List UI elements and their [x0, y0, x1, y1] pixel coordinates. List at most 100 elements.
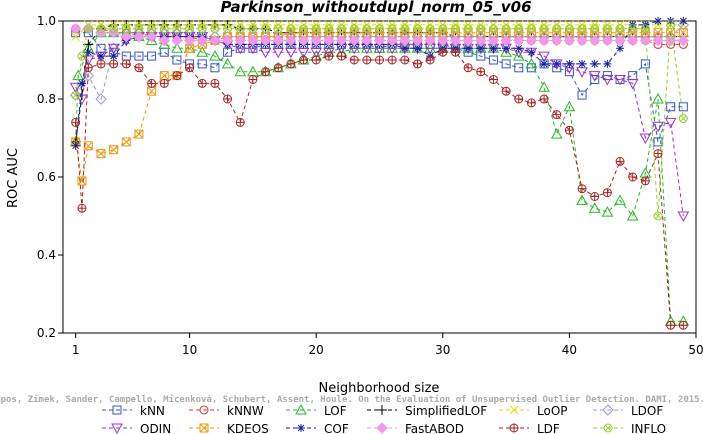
data-point-fastabod — [386, 34, 398, 47]
data-point-lof — [234, 65, 247, 77]
data-point-inflo — [299, 24, 309, 34]
data-point-ldf — [261, 67, 271, 77]
data-point-lof — [196, 46, 209, 57]
data-point-inflo — [375, 24, 384, 34]
data-point-kdeos — [147, 86, 157, 96]
data-point-fastabod — [323, 34, 335, 47]
data-point-fastabod — [183, 34, 196, 47]
data-point-ldf — [311, 55, 321, 65]
x-tick-label: 20 — [309, 343, 324, 357]
data-point-inflo — [678, 114, 688, 123]
data-point-cof — [654, 17, 663, 25]
legend-label: LoOP — [537, 404, 568, 418]
data-point-inflo — [134, 24, 144, 34]
x-tick-label: 40 — [562, 343, 577, 357]
data-point-inflo — [640, 24, 650, 34]
plot-area: 1 10 20 30 40 50 0.2 0.4 0.6 0.8 1.0 — [37, 14, 703, 357]
data-point-knn — [147, 51, 157, 61]
data-point-inflo — [387, 24, 397, 34]
data-point-fastabod — [487, 34, 500, 47]
data-point-inflo — [602, 24, 612, 34]
data-point-knn — [653, 137, 663, 147]
data-point-inflo — [273, 24, 283, 34]
legend-item-knnw: kNNW — [189, 404, 264, 418]
data-point-ldf — [640, 176, 650, 186]
data-point-ldf — [172, 71, 182, 81]
legend-item-loop: LoOP — [499, 404, 568, 418]
data-point-fastabod — [576, 34, 588, 47]
data-point-inflo — [628, 24, 638, 34]
data-point-cof — [552, 59, 561, 68]
data-point-fastabod — [133, 30, 145, 43]
data-point-fastabod — [259, 34, 272, 47]
data-point-knn — [501, 59, 511, 69]
data-point-fastabod — [196, 34, 208, 47]
data-point-cof — [565, 59, 574, 68]
data-point-knn — [590, 75, 600, 84]
data-point-ldf — [628, 172, 638, 182]
data-point-ldf — [387, 55, 397, 65]
data-point-knn — [577, 90, 587, 100]
data-point-ldf — [349, 55, 359, 65]
data-point-ldf — [412, 59, 422, 69]
data-point-knn — [159, 47, 169, 57]
data-point-ldf — [109, 59, 119, 69]
data-point-ldf — [539, 94, 549, 104]
data-point-inflo — [425, 24, 435, 34]
legend-label: INFLO — [631, 422, 666, 434]
data-point-ldf — [185, 63, 195, 73]
data-point-kdeos — [96, 149, 106, 159]
data-point-inflo — [362, 24, 372, 34]
data-point-fastabod — [297, 34, 310, 47]
data-point-ldf — [526, 98, 536, 108]
data-point-inflo — [476, 24, 486, 34]
data-point-kdeos — [159, 71, 169, 81]
data-point-fastabod — [247, 34, 259, 47]
data-point-inflo — [590, 24, 600, 34]
data-point-inflo — [77, 51, 87, 61]
x-tick-label: 50 — [688, 343, 703, 357]
data-point-ldf — [159, 78, 169, 88]
data-point-ldf — [615, 156, 625, 166]
data-point-lof — [145, 34, 158, 45]
data-point-inflo — [615, 24, 625, 34]
data-point-fastabod — [411, 34, 424, 47]
data-point-inflo — [501, 24, 511, 34]
data-point-lof — [576, 194, 588, 205]
data-point-cof — [590, 59, 599, 68]
legend-label: FastABOD — [405, 422, 464, 434]
data-point-cof — [502, 44, 511, 53]
data-point-inflo — [311, 24, 321, 34]
data-point-cof — [84, 48, 93, 57]
data-point-ldf — [653, 149, 663, 159]
data-point-knn — [134, 51, 144, 61]
data-point-ldf — [286, 59, 296, 69]
data-point-ldf — [121, 59, 131, 69]
data-point-inflo — [147, 24, 157, 34]
data-point-lof — [538, 81, 550, 92]
data-point-kdeos — [83, 141, 93, 151]
data-point-odin — [538, 51, 550, 63]
data-point-knn — [666, 102, 676, 112]
data-point-fastabod — [373, 34, 386, 47]
data-point-inflo — [526, 24, 536, 34]
data-point-cof — [540, 59, 549, 68]
data-point-inflo — [653, 211, 663, 221]
data-point-kdeos — [77, 176, 87, 186]
legend-item-fastabod: FastABOD — [367, 422, 464, 434]
series-fastabod — [69, 23, 690, 47]
data-point-inflo — [223, 24, 233, 34]
data-point-inflo — [324, 24, 334, 34]
y-tick-label: 0.4 — [37, 248, 56, 262]
data-point-odin — [652, 121, 664, 133]
legend-label: LDOF — [631, 404, 663, 418]
data-point-fastabod — [348, 34, 360, 47]
series-ldf — [71, 47, 688, 330]
data-point-inflo — [235, 24, 245, 34]
data-point-fastabod — [589, 34, 601, 47]
data-point-lof — [601, 206, 614, 217]
data-point-ldf — [476, 67, 486, 77]
data-point-inflo — [539, 24, 549, 34]
legend-item-ldof: LDOF — [593, 404, 663, 418]
data-point-cof — [464, 44, 473, 53]
